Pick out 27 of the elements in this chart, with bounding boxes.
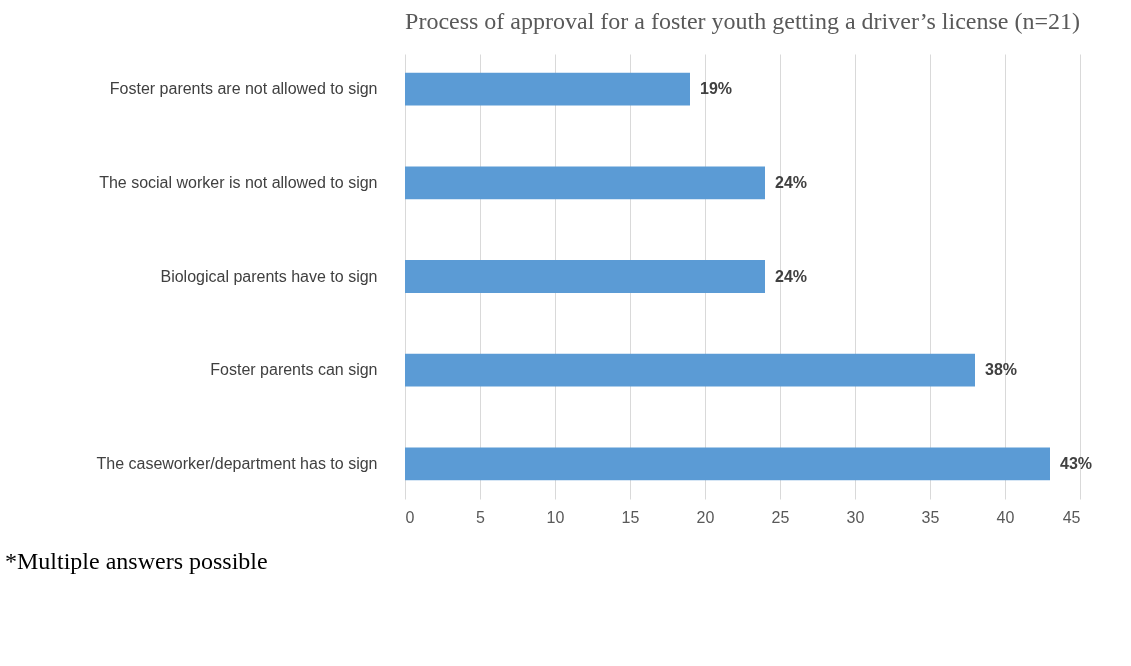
x-tick-label: 5 — [476, 508, 486, 526]
data-label: 24% — [775, 173, 808, 191]
y-tick-label: Foster parents are not allowed to sign — [109, 80, 378, 98]
x-tick-label: 15 — [621, 508, 640, 526]
chart-title: Process of approval for a foster youth getting a driver’s license (n=21) — [405, 8, 1080, 34]
y-tick-label: Foster parents can sign — [210, 361, 378, 379]
x-tick-label: 40 — [996, 508, 1015, 526]
data-label: 24% — [775, 267, 808, 285]
bar — [405, 166, 765, 200]
data-label: 43% — [1060, 454, 1093, 472]
x-tick-label: 35 — [921, 508, 940, 526]
x-tick-label: 20 — [696, 508, 715, 526]
bar — [405, 260, 765, 293]
bar — [405, 447, 1050, 481]
bar — [405, 353, 975, 387]
x-tick-label: 45 — [1062, 508, 1081, 526]
text: *Multiple answers possible — [5, 548, 268, 574]
data-label: 19% — [700, 80, 733, 98]
x-tick-label: 10 — [546, 508, 565, 526]
data-label: 38% — [985, 361, 1018, 379]
y-tick-label: The social worker is not allowed to sign — [99, 173, 378, 191]
x-tick-label: 0 — [405, 508, 415, 526]
bar — [405, 72, 690, 106]
x-tick-label: 25 — [771, 508, 790, 526]
x-tick-label: 30 — [846, 508, 865, 526]
y-tick-label: The caseworker/department has to sign — [96, 454, 378, 472]
y-tick-label: Biological parents have to sign — [160, 267, 378, 285]
